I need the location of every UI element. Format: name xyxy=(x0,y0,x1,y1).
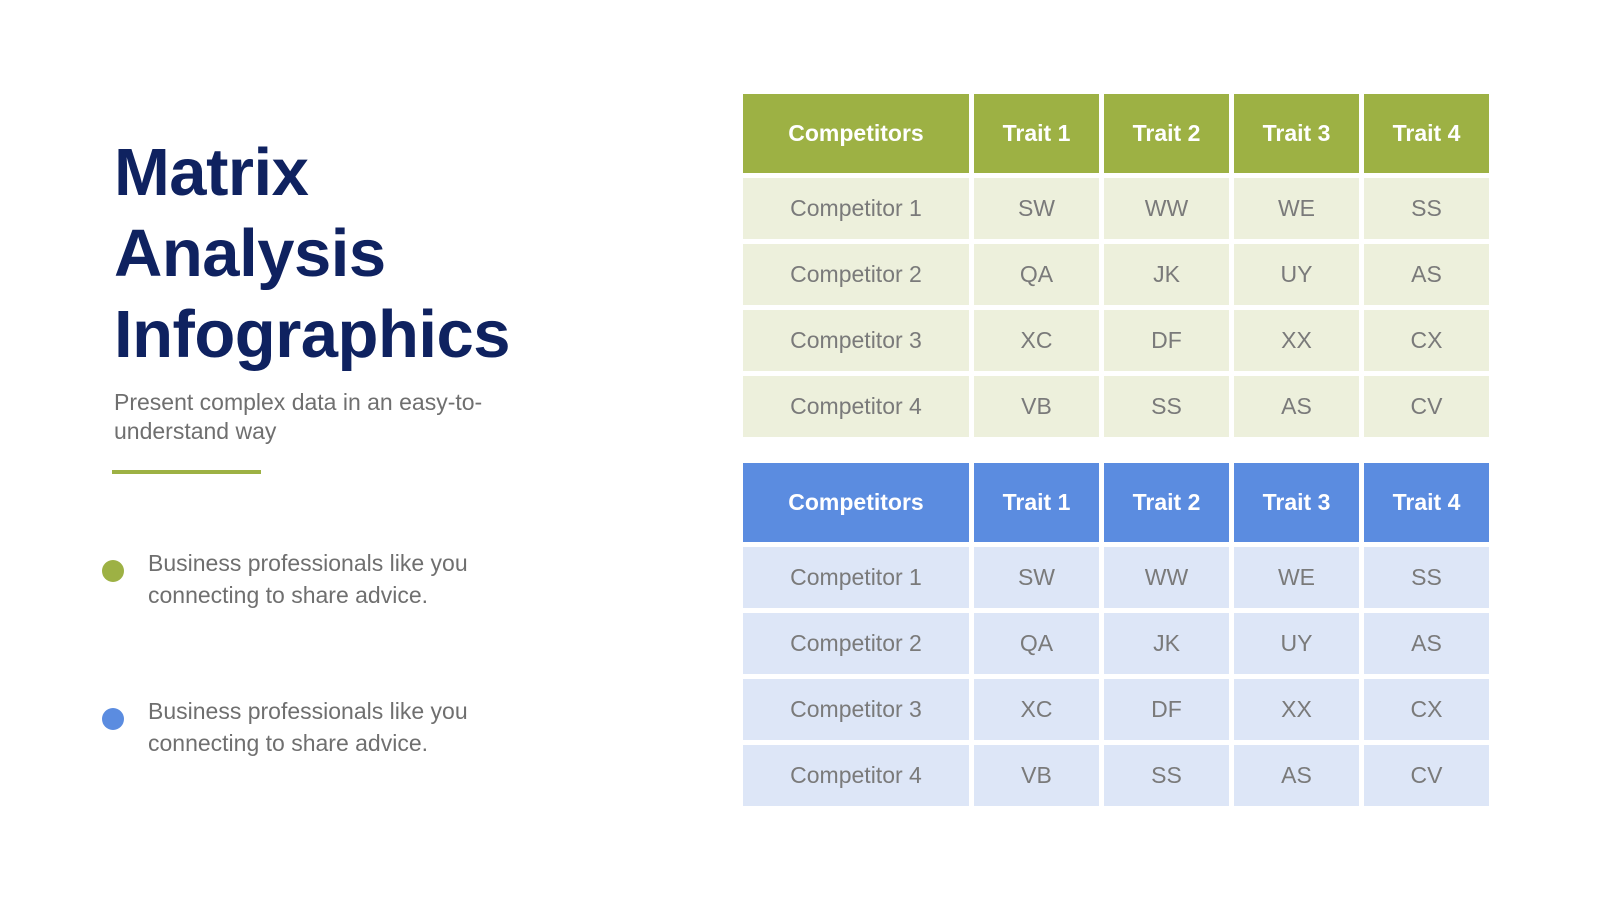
table-cell: CV xyxy=(1364,745,1489,806)
table-cell: DF xyxy=(1104,310,1229,371)
table-cell: QA xyxy=(974,613,1099,674)
green-dot-icon xyxy=(102,560,124,582)
page-title: Matrix Analysis Infographics xyxy=(114,132,511,375)
table-cell: Competitor 2 xyxy=(743,244,969,305)
table-cell: DF xyxy=(1104,679,1229,740)
table-cell: XX xyxy=(1234,679,1359,740)
table-cell: SS xyxy=(1104,745,1229,806)
matrix-table-blue: Competitors Trait 1 Trait 2 Trait 3 Trait 4 C… xyxy=(743,463,1489,806)
table-cell: QA xyxy=(974,244,1099,305)
table-cell: AS xyxy=(1234,376,1359,437)
table-header-cell: Trait 3 xyxy=(1234,463,1359,542)
table-header-cell: Trait 2 xyxy=(1104,463,1229,542)
table-cell: WW xyxy=(1104,178,1229,239)
table-cell: WE xyxy=(1234,547,1359,608)
blue-dot-icon xyxy=(102,708,124,730)
bullet-text: Business professionals like you connecti… xyxy=(148,698,468,756)
table-cell: JK xyxy=(1104,613,1229,674)
divider xyxy=(112,470,261,474)
table-cell: SW xyxy=(974,547,1099,608)
table-cell: AS xyxy=(1364,244,1489,305)
table-cell: XC xyxy=(974,679,1099,740)
table-header-cell: Trait 4 xyxy=(1364,463,1489,542)
table-header-cell: Competitors xyxy=(743,94,969,173)
table-cell: SS xyxy=(1364,178,1489,239)
table-cell: SS xyxy=(1104,376,1229,437)
table-cell: Competitor 4 xyxy=(743,376,969,437)
table-cell: Competitor 2 xyxy=(743,613,969,674)
table-header-cell: Trait 3 xyxy=(1234,94,1359,173)
table-cell: Competitor 3 xyxy=(743,310,969,371)
table-cell: XX xyxy=(1234,310,1359,371)
table-cell: CV xyxy=(1364,376,1489,437)
table-cell: Competitor 1 xyxy=(743,547,969,608)
table-cell: Competitor 1 xyxy=(743,178,969,239)
table-cell: VB xyxy=(974,376,1099,437)
table-cell: UY xyxy=(1234,244,1359,305)
table-header-cell: Trait 2 xyxy=(1104,94,1229,173)
table-cell: JK xyxy=(1104,244,1229,305)
table-cell: Competitor 4 xyxy=(743,745,969,806)
table-header-cell: Trait 4 xyxy=(1364,94,1489,173)
table-cell: AS xyxy=(1234,745,1359,806)
table-cell: VB xyxy=(974,745,1099,806)
table-cell: AS xyxy=(1364,613,1489,674)
table-cell: XC xyxy=(974,310,1099,371)
table-cell: SW xyxy=(974,178,1099,239)
table-header-cell: Competitors xyxy=(743,463,969,542)
table-cell: WE xyxy=(1234,178,1359,239)
bullet-text: Business professionals like you connecti… xyxy=(148,550,468,608)
table-cell: WW xyxy=(1104,547,1229,608)
table-cell: SS xyxy=(1364,547,1489,608)
table-cell: CX xyxy=(1364,310,1489,371)
title-line: Matrix xyxy=(114,135,309,210)
table-cell: CX xyxy=(1364,679,1489,740)
title-line: Infographics xyxy=(114,297,511,372)
subtitle: Present complex data in an easy-to-under… xyxy=(114,389,483,444)
table-header-cell: Trait 1 xyxy=(974,94,1099,173)
matrix-table-green: Competitors Trait 1 Trait 2 Trait 3 Trait 4 C… xyxy=(743,94,1489,437)
table-cell: UY xyxy=(1234,613,1359,674)
title-line: Analysis xyxy=(114,216,386,291)
table-header-cell: Trait 1 xyxy=(974,463,1099,542)
table-cell: Competitor 3 xyxy=(743,679,969,740)
